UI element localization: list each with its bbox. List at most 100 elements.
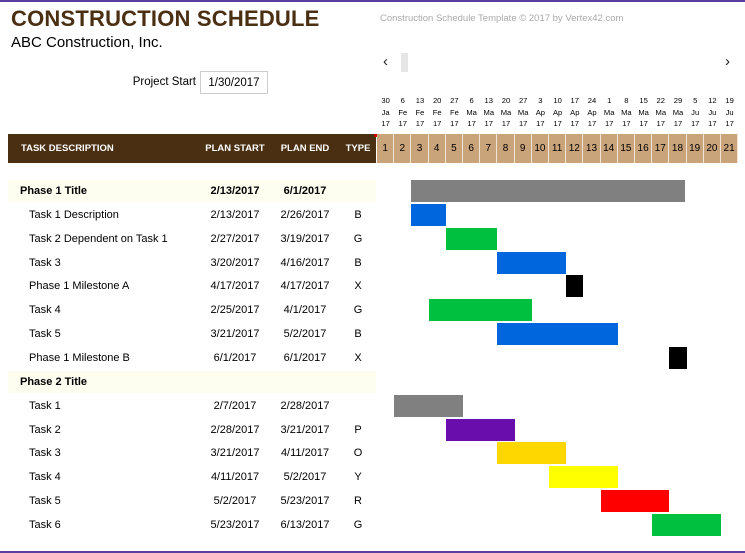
gantt-bar[interactable] [394,394,463,417]
task-plan-end[interactable]: 3/19/2017 [280,232,330,245]
gantt-bar[interactable] [600,490,670,513]
task-plan-end[interactable]: 4/1/2017 [283,304,327,317]
task-name[interactable]: Task 2 [29,423,61,436]
task-plan-start[interactable]: 2/13/2017 [210,185,260,197]
timeline-date-day: 5 [693,96,698,105]
task-type[interactable]: G [353,518,363,531]
task-plan-start[interactable]: 2/27/2017 [210,232,260,245]
task-plan-start[interactable]: 5/23/2017 [210,518,260,531]
task-plan-start[interactable]: 3/21/2017 [210,447,260,460]
task-name[interactable]: Task 4 [29,471,61,484]
task-name[interactable]: Task 4 [29,304,61,317]
task-plan-end[interactable]: 4/16/2017 [280,256,330,269]
timeline-date: 27 Fe 17 [446,95,463,130]
timeline-date-year: 17 [570,119,579,128]
task-plan-end[interactable]: 5/2/2017 [283,328,327,341]
task-plan-start[interactable]: 2/7/2017 [213,399,257,412]
task-type[interactable]: G [353,304,363,317]
task-plan-end[interactable]: 5/2/2017 [283,471,327,484]
task-name[interactable]: Task 1 Description [29,208,119,221]
task-type[interactable]: B [354,328,362,341]
milestone-marker[interactable] [566,275,584,298]
gantt-bar[interactable] [445,418,515,441]
scroll-thumb[interactable] [401,53,408,72]
task-type[interactable]: B [354,208,362,221]
task-plan-end[interactable]: 6/1/2017 [283,351,327,364]
task-name[interactable]: Task 1 [29,399,61,412]
gantt-bar[interactable] [497,442,567,465]
timeline-period: 1 [377,134,395,163]
gantt-bar[interactable] [497,251,567,274]
timeline-date: 27 Ma 17 [515,95,532,130]
timeline-date-year: 17 [673,119,683,128]
gantt-bar[interactable] [411,203,446,226]
task-type[interactable]: X [354,351,362,364]
gantt-bar[interactable] [652,513,721,536]
task-plan-end[interactable] [270,371,340,393]
gantt-bar[interactable] [428,299,532,322]
task-name[interactable]: Task 5 [29,328,61,341]
task-name[interactable]: Phase 2 Title [20,375,88,388]
task-name[interactable]: Task 3 [29,447,61,460]
task-plan-end[interactable]: 4/17/2017 [280,280,330,293]
task-type[interactable]: O [353,447,363,460]
task-plan-start[interactable]: 4/11/2017 [210,471,260,484]
task-plan-start[interactable]: 2/28/2017 [210,423,260,436]
timeline-date-month: Ma [466,107,477,117]
task-plan-end[interactable]: 4/11/2017 [280,447,330,460]
task-name[interactable]: Task 3 [29,256,61,269]
gantt-bar[interactable] [445,227,498,250]
task-plan-end[interactable]: 2/28/2017 [280,399,330,412]
timeline-period: 17 [652,134,670,163]
timeline-period: 21 [721,134,739,163]
timeline-period: 14 [600,134,618,163]
task-type[interactable]: P [354,423,362,436]
task-plan-end[interactable]: 6/1/2017 [283,185,327,197]
task-type[interactable]: X [354,280,362,293]
timeline-date-day: 13 [415,96,425,105]
scroll-right-button[interactable]: › [725,53,730,70]
timeline-date: 15 Ma 17 [635,95,652,130]
task-name[interactable]: Phase 1 Milestone A [29,280,130,293]
task-plan-start[interactable]: 3/20/2017 [210,256,260,269]
timeline-date: 29 Ma 17 [669,95,686,130]
task-plan-start[interactable]: 2/13/2017 [210,208,260,221]
timeline-period: 6 [463,134,481,163]
task-type[interactable]: R [354,495,362,508]
task-plan-end[interactable]: 5/23/2017 [280,495,330,508]
timeline-period: 3 [411,134,429,163]
task-plan-end[interactable]: 3/21/2017 [280,423,330,436]
copyright-note: Construction Schedule Template © 2017 by… [380,13,624,24]
gantt-bar[interactable] [497,323,618,346]
gantt-bar[interactable] [411,180,685,202]
task-name[interactable]: Task 5 [29,495,61,508]
scroll-left-button[interactable]: ‹ [383,53,388,70]
task-name[interactable]: Task 6 [29,518,61,531]
task-plan-start[interactable] [200,371,270,393]
project-start-input[interactable]: 1/30/2017 [200,71,268,94]
task-plan-end[interactable]: 6/13/2017 [280,518,330,531]
task-plan-end[interactable]: 2/26/2017 [280,208,330,221]
timeline-date-month: Ap [587,107,597,117]
milestone-marker[interactable] [669,346,687,369]
task-type[interactable]: Y [354,471,362,484]
task-plan-start[interactable]: 6/1/2017 [213,351,257,364]
task-name[interactable]: Task 2 Dependent on Task 1 [29,232,168,245]
task-plan-start[interactable]: 3/21/2017 [210,328,260,341]
task-plan-start[interactable]: 4/17/2017 [210,280,260,293]
timeline-date-month: Ma [500,107,512,117]
timeline-date-month: Ma [603,107,615,117]
task-type[interactable] [340,371,376,393]
task-type[interactable]: G [353,232,363,245]
timeline-date-month: Fe [415,107,425,117]
task-plan-start[interactable]: 5/2/2017 [213,495,257,508]
task-type[interactable] [340,395,376,417]
timeline-period: 13 [583,134,601,163]
task-type[interactable]: B [354,256,362,269]
task-name[interactable]: Phase 1 Title [20,185,88,197]
task-plan-start[interactable]: 2/25/2017 [210,304,260,317]
timeline-date-month: Ma [638,107,649,117]
gantt-bar[interactable] [549,466,618,489]
task-type[interactable] [340,180,376,202]
task-name[interactable]: Phase 1 Milestone B [29,351,130,364]
